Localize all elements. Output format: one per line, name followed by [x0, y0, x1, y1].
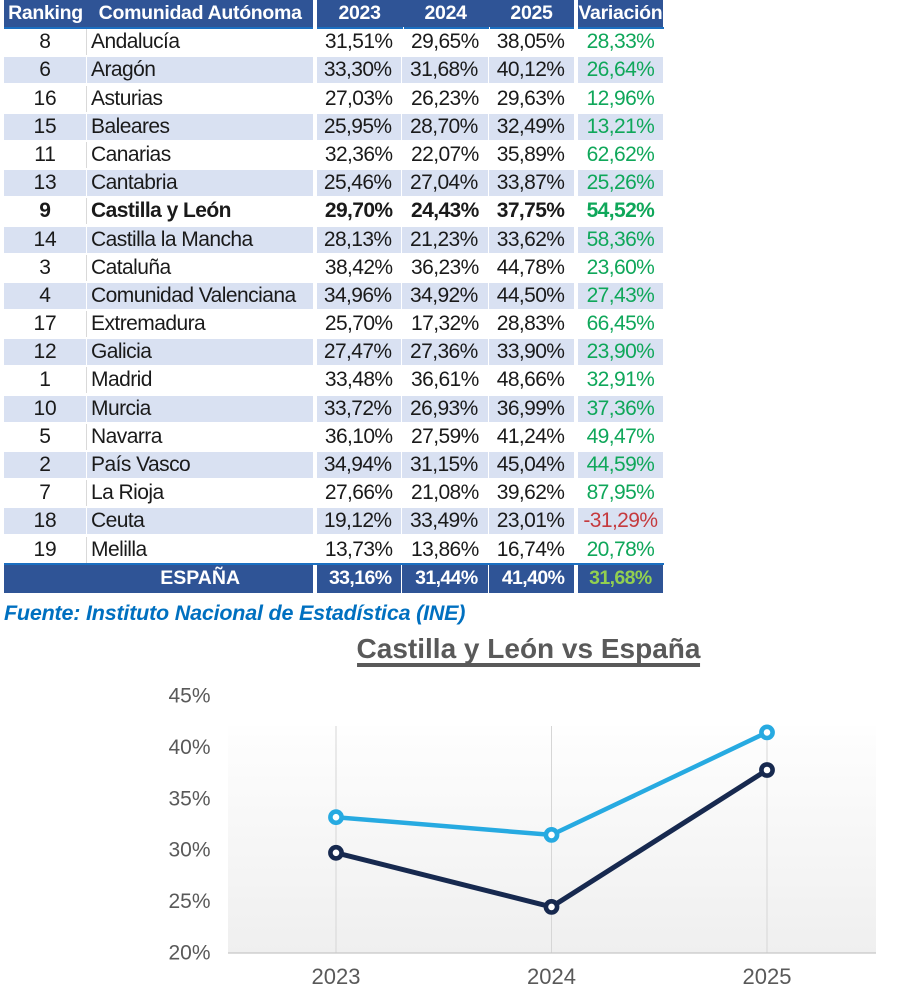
- svg-text:2025: 2025: [743, 964, 792, 989]
- svg-text:2024: 2024: [527, 964, 576, 989]
- svg-text:30%: 30%: [168, 839, 210, 862]
- svg-text:45%: 45%: [168, 684, 210, 707]
- svg-text:2023: 2023: [312, 964, 361, 989]
- svg-text:20%: 20%: [168, 942, 210, 965]
- svg-text:40%: 40%: [168, 736, 210, 759]
- svg-text:25%: 25%: [168, 890, 210, 913]
- svg-text:35%: 35%: [168, 787, 210, 810]
